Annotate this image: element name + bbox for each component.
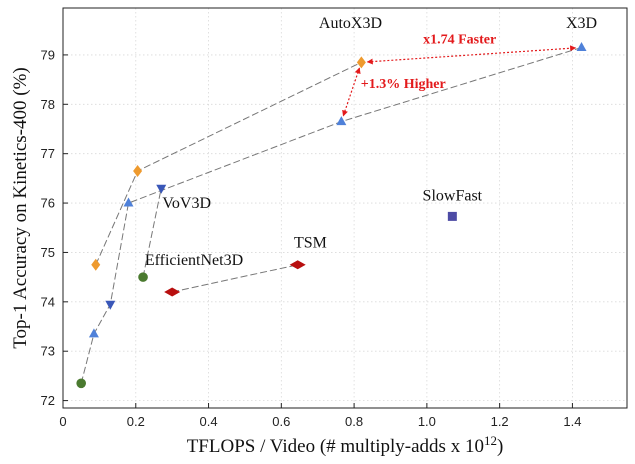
y-tick-label: 76 <box>41 196 55 211</box>
annotation-label: x1.74 Faster <box>423 33 496 48</box>
autox3d-point <box>133 164 143 177</box>
annotation-arrows <box>342 45 577 117</box>
efficientnet3d-point <box>76 378 86 389</box>
autox3d-point <box>356 56 366 69</box>
efficientnet3d-point <box>138 272 148 282</box>
x-tick-label: 0.4 <box>200 414 218 429</box>
y-tick-label: 72 <box>41 393 55 408</box>
x-tick-label: 0.2 <box>127 414 145 429</box>
slowfast-label: SlowFast <box>423 188 483 205</box>
annotation-arrow <box>342 67 361 117</box>
y-axis-title: Top-1 Accuracy on Kinetics-400 (%) <box>10 67 31 348</box>
x3d-point <box>88 328 99 338</box>
point-labels: X3D AutoX3D VoV3D TSM EfficientNet3D SlowFast… <box>145 15 597 269</box>
axis-ticks: 0 0.2 0.4 0.6 0.8 1.0 1.2 1.4 72 73 74 75 76 77 78 79 <box>41 47 582 429</box>
x3d-point <box>576 42 587 52</box>
x-axis-title: TFLOPS / Video (# multiply-adds x 1012) <box>187 433 504 458</box>
autox3d-label: AutoX3D <box>319 15 382 32</box>
x-tick-label: 0 <box>59 414 66 429</box>
autox3d-point <box>91 258 101 271</box>
y-tick-label: 78 <box>41 97 55 112</box>
vov3d-point <box>156 184 167 194</box>
x-axis-title-superscript: 12 <box>484 433 497 448</box>
x-tick-label: 0.8 <box>345 414 363 429</box>
connector-line <box>80 47 582 384</box>
connector-line <box>172 264 298 293</box>
slowfast-point <box>447 211 457 221</box>
y-tick-label: 77 <box>41 146 55 161</box>
vov3d-label: VoV3D <box>162 195 211 212</box>
y-tick-label: 75 <box>41 245 55 260</box>
x3d-label: X3D <box>566 15 597 32</box>
connector-lines <box>80 47 582 384</box>
x-tick-label: 1.2 <box>491 414 509 429</box>
annotation-label: +1.3% Higher <box>361 77 446 92</box>
x-axis-title-main: TFLOPS / Video (# multiply-adds x 10 <box>187 436 484 457</box>
tsm-label: TSM <box>294 235 327 252</box>
x3d-point <box>336 116 347 126</box>
y-tick-label: 73 <box>41 344 55 359</box>
vov3d-point <box>105 300 116 310</box>
x-tick-label: 1.4 <box>563 414 581 429</box>
plot-frame <box>62 7 628 409</box>
x3d-point <box>123 197 134 207</box>
x-tick-label: 1.0 <box>418 414 436 429</box>
annotation-arrow <box>366 45 577 65</box>
data-markers <box>76 42 587 389</box>
y-tick-label: 74 <box>41 294 55 309</box>
tsm-point <box>289 260 306 270</box>
x-axis-title-tail: ) <box>497 436 503 457</box>
grid <box>62 8 627 408</box>
x-tick-label: 0.6 <box>272 414 290 429</box>
efficientnet3d-label: EfficientNet3D <box>145 252 243 269</box>
connector-line <box>142 188 162 278</box>
tsm-point <box>164 287 181 297</box>
y-tick-label: 79 <box>41 47 55 62</box>
